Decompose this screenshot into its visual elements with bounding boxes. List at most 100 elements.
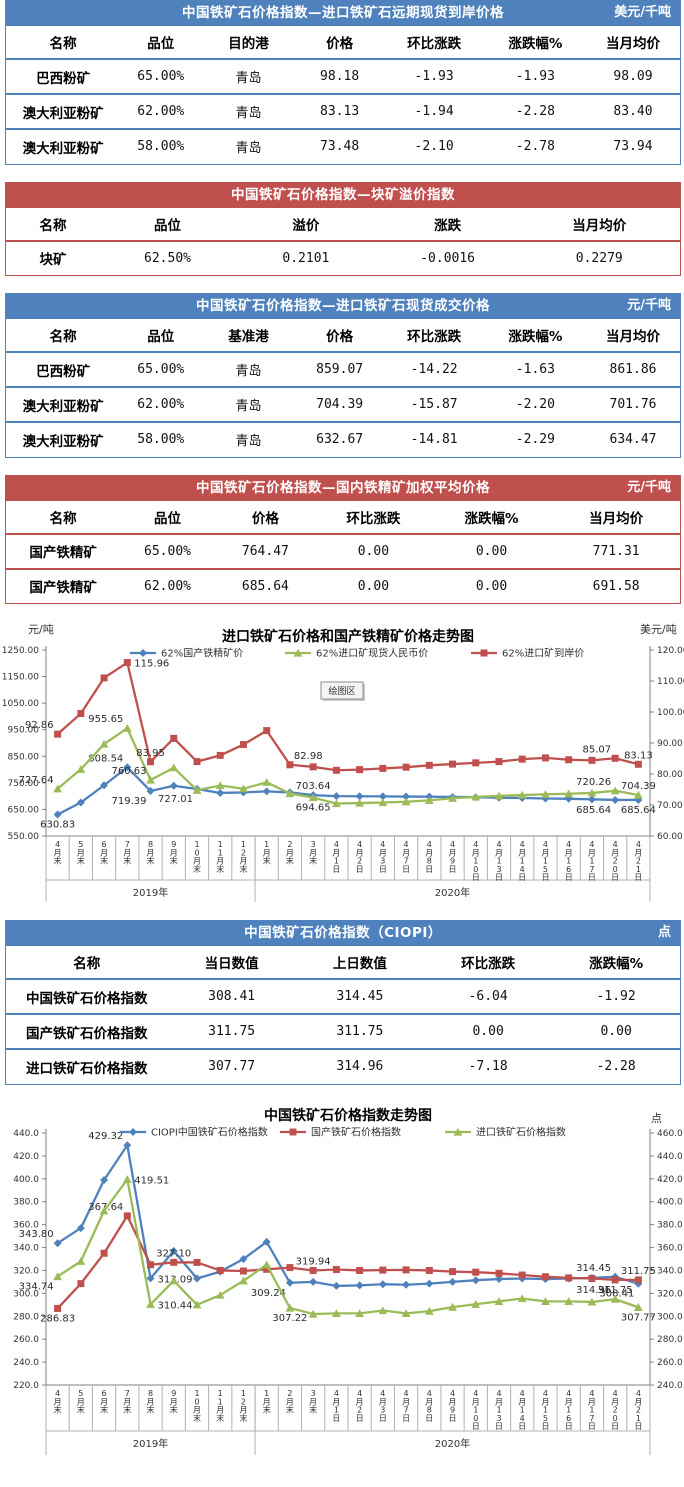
svg-text:400.0: 400.0 <box>657 1197 683 1207</box>
square-marker-icon <box>379 764 387 772</box>
value-cell: 青岛 <box>235 71 262 86</box>
diamond-marker-icon <box>262 787 271 796</box>
square-marker-icon <box>518 1271 526 1279</box>
data-point-label: 327.10 <box>156 1248 191 1259</box>
svg-text:80.00: 80.00 <box>657 770 683 780</box>
category-label: 4 月末 <box>54 1389 62 1415</box>
square-marker-icon <box>147 758 155 766</box>
row-name-cell: 巴西粉矿 <box>36 363 91 380</box>
square-marker-icon <box>518 755 526 763</box>
column-header: 涨跌幅% <box>508 36 563 52</box>
square-marker-icon <box>611 754 619 762</box>
diamond-marker-icon <box>378 792 387 801</box>
square-marker-icon <box>216 751 224 759</box>
table-title-band: 中国铁矿石价格指数—进口铁矿石现货成交价格 元/千吨 <box>5 293 681 319</box>
category-label: 1 2 月末 <box>239 1389 247 1423</box>
value-cell: 308.41 <box>208 989 256 1004</box>
category-label: 5 月末 <box>77 1389 85 1415</box>
category-label: 1 1 月末 <box>216 840 224 874</box>
square-marker-icon <box>356 766 364 774</box>
diamond-marker-icon <box>355 792 364 801</box>
triangle-marker-icon <box>471 1299 481 1308</box>
diamond-marker-icon <box>495 1274 503 1283</box>
x-axis-year-groups: 2019年 2020年 <box>45 836 651 902</box>
value-cell: 691.58 <box>592 578 640 594</box>
diamond-marker-icon <box>587 795 596 804</box>
category-label: 9 月末 <box>170 840 178 866</box>
svg-text:1050.00: 1050.00 <box>2 699 39 709</box>
square-marker-icon <box>170 734 178 742</box>
column-header: 溢价 <box>292 217 320 234</box>
svg-text:950.00: 950.00 <box>8 726 40 736</box>
diamond-marker-icon <box>216 788 225 797</box>
column-header: 价格 <box>326 36 354 52</box>
diamond-marker-icon <box>100 1175 109 1184</box>
svg-text:绘图区: 绘图区 <box>328 685 355 697</box>
plot-area-tooltip: 绘图区 <box>320 681 365 701</box>
value-cell: 73.48 <box>320 139 360 155</box>
data-point-label: 82.98 <box>294 751 323 762</box>
square-marker-icon <box>286 761 294 769</box>
data-point-label: 955.65 <box>88 714 123 725</box>
value-cell: 0.2279 <box>575 250 623 266</box>
svg-text:460.0: 460.0 <box>657 1129 683 1139</box>
data-point-label: 314.45 <box>576 1262 611 1273</box>
data-point-label: 727.01 <box>158 794 193 805</box>
triangle-marker-icon <box>293 648 303 657</box>
table-title-band: 中国铁矿石价格指数—进口铁矿石远期现货到岸价格 美元/千吨 <box>5 0 681 26</box>
table-title-band: 中国铁矿石价格指数—国内铁精矿加权平均价格 元/千吨 <box>5 474 681 501</box>
import-vs-domestic-price-trend-chart: 进口铁矿石价格和国产铁精矿价格走势图 元/吨 美元/吨 1250.00 1150.00 1… <box>2 623 684 902</box>
diamond-marker-icon <box>634 795 643 804</box>
row-name-cell: 块矿 <box>39 252 67 269</box>
diamond-marker-icon <box>332 1281 341 1290</box>
triangle-marker-icon <box>308 1309 318 1318</box>
data-point-label: 310.44 <box>158 1300 193 1311</box>
triangle-marker-icon <box>99 1206 109 1214</box>
chart-title: 进口铁矿石价格和国产铁精矿价格走势图 <box>222 628 474 645</box>
value-cell: -1.63 <box>515 362 555 377</box>
row-name-cell: 中国铁矿石价格指数 <box>26 990 148 1007</box>
data-point-label: 311.75 <box>598 1284 633 1295</box>
value-cell: -1.92 <box>596 989 636 1004</box>
price-table: 名称 品位 基准港 价格 环比涨跌 涨跌幅% 当月均价 巴西粉矿 65.00% 青岛 859.07 -… <box>5 319 681 458</box>
chart-legend: CIOPI中国铁矿石价格指数 国产铁矿石价格指数 进口铁矿石价格指数 <box>120 1125 566 1138</box>
diamond-marker-icon <box>146 786 155 795</box>
svg-text:100.00: 100.00 <box>657 708 684 718</box>
square-marker-icon <box>239 741 247 749</box>
diamond-marker-icon <box>146 1273 155 1282</box>
value-cell: 65.00% <box>144 543 191 559</box>
series-62%国产铁精矿价: 630.83 808.54 719.39 727.01 703.64 685.64 685.… <box>40 753 656 830</box>
value-cell: -2.29 <box>515 432 555 448</box>
table-row: 块矿 62.50% 0.2101 -0.0016 0.2279 <box>6 241 681 276</box>
value-cell: -2.20 <box>515 397 555 412</box>
category-label: 1 0 月末 <box>193 840 201 874</box>
triangle-marker-icon <box>76 1256 86 1265</box>
column-header: 环比涨跌 <box>407 329 462 345</box>
square-marker-icon <box>495 1269 503 1277</box>
svg-text:220.0: 220.0 <box>13 1381 39 1391</box>
square-marker-icon <box>54 730 62 738</box>
column-header: 目的港 <box>228 36 269 52</box>
triangle-marker-icon <box>192 786 202 794</box>
price-table: 名称 当日数值 上日数值 环比涨跌 涨跌幅% 中国铁矿石价格指数 308.41 314.45 -… <box>5 946 681 1085</box>
triangle-marker-icon <box>262 778 272 786</box>
triangle-marker-icon <box>494 791 504 800</box>
svg-text:300.0: 300.0 <box>657 1312 683 1322</box>
row-name-cell: 澳大利亚粉矿 <box>22 105 104 122</box>
chart-ciopi-index-trend: 中国铁矿石价格指数走势图点 440.0 420.0 400.0 380.0 360.0 34… <box>0 1102 684 1466</box>
svg-text:340.0: 340.0 <box>13 1243 39 1253</box>
category-label: 6 月末 <box>100 840 108 866</box>
value-cell: 771.31 <box>592 543 640 559</box>
table-row: 巴西粉矿 65.00% 青岛 859.07 -14.22 -1.63 861.86 <box>5 352 681 387</box>
triangle-marker-icon <box>401 797 411 806</box>
square-marker-icon <box>480 649 488 657</box>
row-name-cell: 国产铁矿石价格指数 <box>26 1025 148 1042</box>
